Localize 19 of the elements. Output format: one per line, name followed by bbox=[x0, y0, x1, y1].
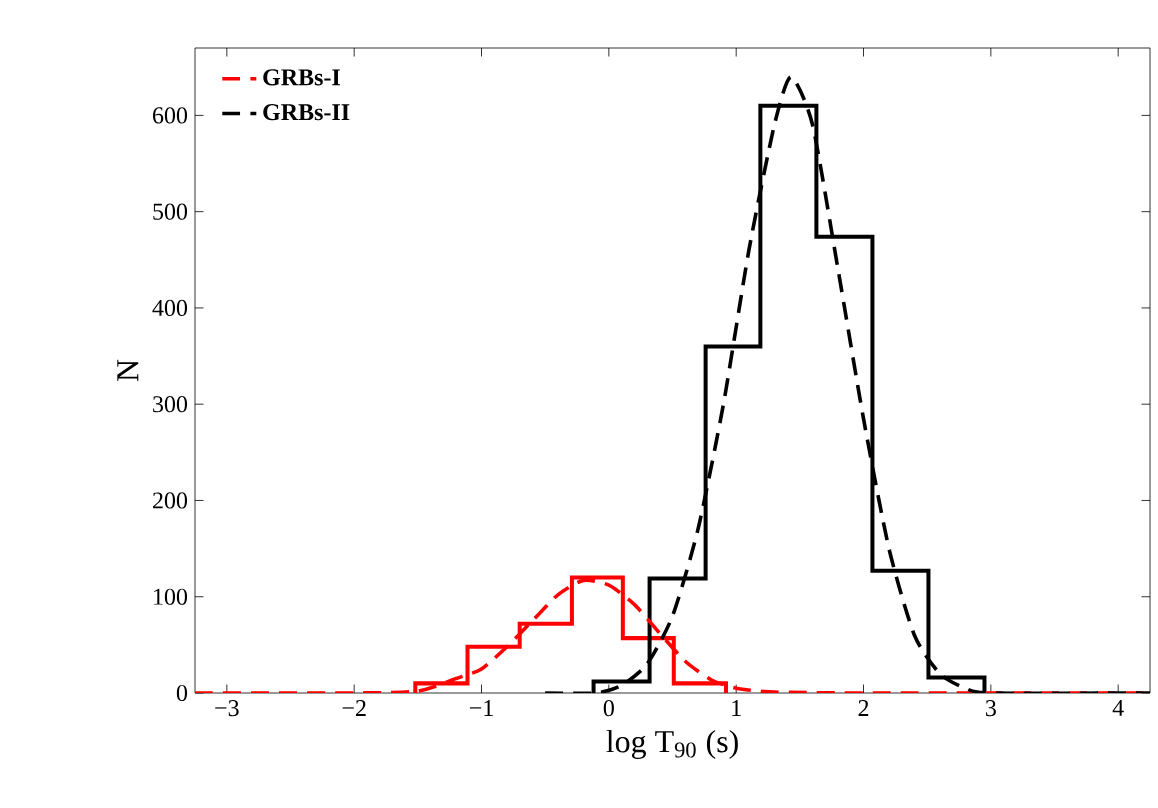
y-tick-label: 400 bbox=[152, 299, 188, 317]
x-tick-label: 3 bbox=[986, 700, 996, 717]
y-tick-label: 600 bbox=[152, 107, 188, 124]
x-tick-label: −2 bbox=[342, 700, 366, 716]
y-axis-title: N bbox=[117, 359, 139, 382]
x-tick-label: 2 bbox=[858, 700, 869, 716]
x-axis-title: log T$_{90}$ (s) bbox=[606, 729, 738, 760]
y-tick-label: 500 bbox=[153, 203, 188, 220]
y-tick-label: 100 bbox=[154, 588, 188, 605]
y-tick-label: 300 bbox=[153, 396, 188, 413]
x-tick-label: 0 bbox=[603, 700, 614, 717]
x-tick-label: 1 bbox=[732, 700, 741, 716]
x-tick-label: −3 bbox=[215, 700, 239, 717]
legend-label: GRBs-I bbox=[263, 69, 340, 86]
y-tick-label: 0 bbox=[176, 684, 188, 702]
y-tick-label: 200 bbox=[153, 492, 188, 509]
x-tick-label: −1 bbox=[469, 700, 493, 716]
x-tick-label: 4 bbox=[1112, 700, 1124, 716]
legend-label: GRBs-II bbox=[263, 104, 350, 121]
